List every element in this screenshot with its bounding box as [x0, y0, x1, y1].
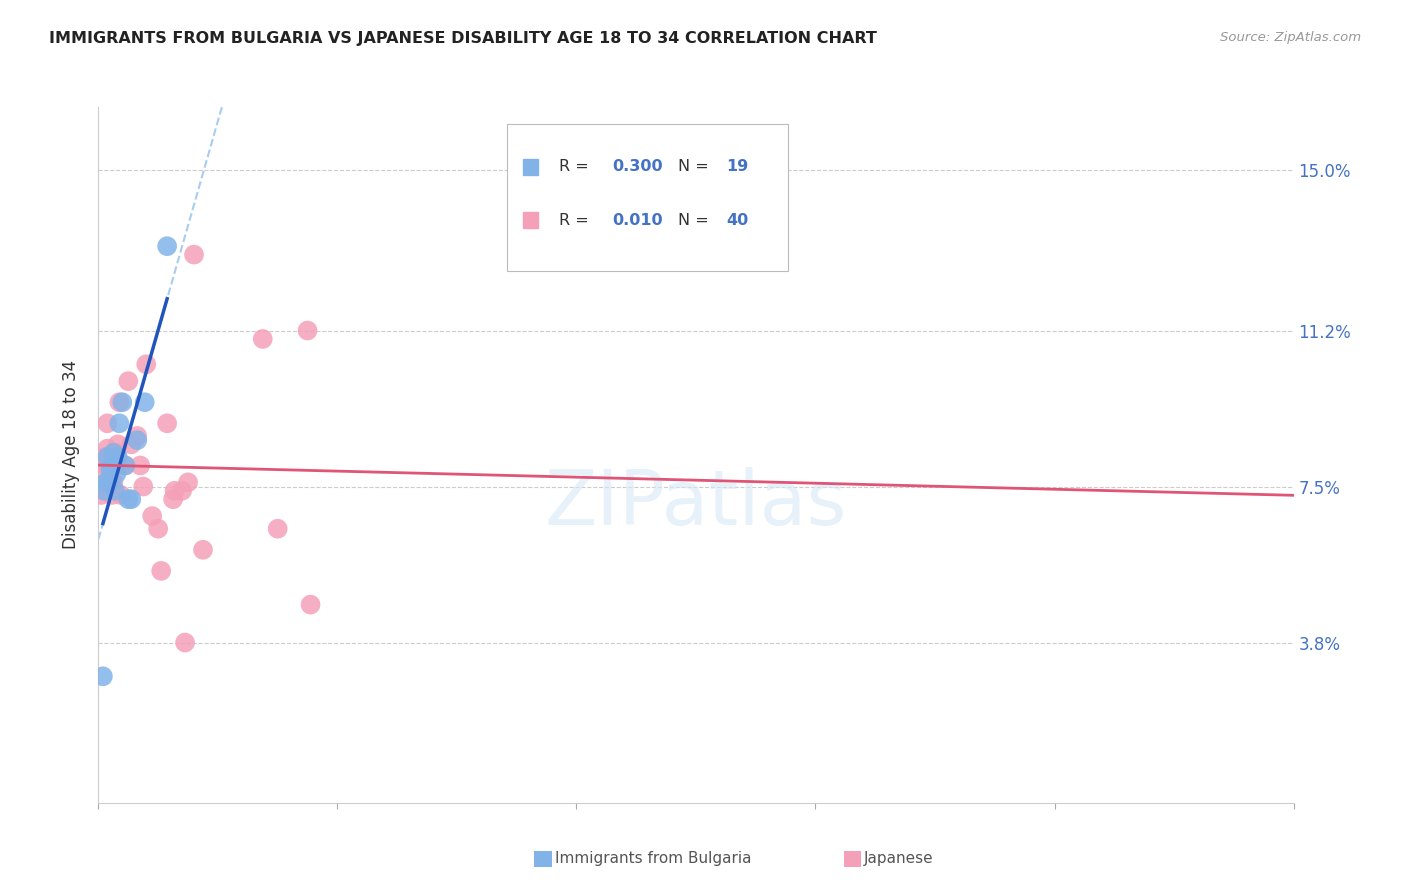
Text: 40: 40	[725, 212, 748, 227]
Point	[156, 239, 179, 253]
Point	[163, 483, 186, 498]
Point	[97, 483, 120, 498]
Point	[127, 429, 149, 443]
Point	[252, 332, 274, 346]
Text: Japanese: Japanese	[863, 852, 934, 866]
Point	[93, 450, 115, 464]
Point	[267, 522, 290, 536]
Point	[94, 458, 117, 473]
Bar	[523, 212, 538, 227]
Point	[135, 357, 157, 371]
Point	[93, 483, 115, 498]
Point	[107, 437, 129, 451]
Point	[96, 417, 118, 431]
Text: N =: N =	[678, 212, 714, 227]
Point	[114, 458, 136, 473]
Point	[103, 446, 125, 460]
Point	[132, 479, 155, 493]
Point	[299, 598, 322, 612]
Text: 0.010: 0.010	[613, 212, 664, 227]
Point	[150, 564, 173, 578]
Text: 0.300: 0.300	[613, 160, 664, 174]
Point	[108, 417, 131, 431]
Point	[100, 471, 122, 485]
Text: N =: N =	[678, 160, 714, 174]
Point	[191, 542, 214, 557]
Point	[297, 324, 319, 338]
Point	[183, 247, 205, 261]
Point	[156, 417, 179, 431]
Point	[97, 475, 120, 490]
Point	[94, 475, 117, 490]
Point	[105, 467, 128, 481]
Text: ZIPatlas: ZIPatlas	[544, 467, 848, 541]
Point	[105, 446, 128, 460]
Point	[120, 492, 142, 507]
Point	[141, 509, 163, 524]
Point	[108, 395, 131, 409]
Point	[111, 395, 134, 409]
Point	[100, 463, 122, 477]
Text: R =: R =	[558, 212, 593, 227]
Point	[96, 450, 118, 464]
FancyBboxPatch shape	[508, 125, 787, 270]
Point	[101, 450, 124, 464]
Text: 19: 19	[725, 160, 748, 174]
Text: R =: R =	[558, 160, 593, 174]
Point	[90, 488, 112, 502]
Point	[134, 395, 156, 409]
Point	[127, 433, 149, 447]
Text: IMMIGRANTS FROM BULGARIA VS JAPANESE DISABILITY AGE 18 TO 34 CORRELATION CHART: IMMIGRANTS FROM BULGARIA VS JAPANESE DIS…	[49, 31, 877, 46]
Text: Immigrants from Bulgaria: Immigrants from Bulgaria	[554, 852, 751, 866]
Point	[104, 483, 127, 498]
Point	[91, 463, 114, 477]
Point	[177, 475, 200, 490]
Point	[114, 458, 136, 473]
Point	[174, 635, 197, 649]
Point	[101, 458, 124, 473]
Point	[117, 492, 139, 507]
Point	[101, 488, 124, 502]
Bar	[523, 159, 538, 175]
Point	[94, 479, 117, 493]
Point	[103, 475, 125, 490]
Point	[148, 522, 170, 536]
Point	[162, 492, 184, 507]
Point	[120, 437, 142, 451]
Point	[110, 488, 132, 502]
Point	[129, 458, 152, 473]
Point	[104, 446, 127, 460]
Point	[117, 374, 139, 388]
Point	[91, 669, 114, 683]
Y-axis label: Disability Age 18 to 34: Disability Age 18 to 34	[62, 360, 80, 549]
Point	[96, 442, 118, 456]
Point	[100, 458, 122, 473]
Text: Source: ZipAtlas.com: Source: ZipAtlas.com	[1220, 31, 1361, 45]
Point	[107, 450, 129, 464]
Point	[172, 483, 194, 498]
